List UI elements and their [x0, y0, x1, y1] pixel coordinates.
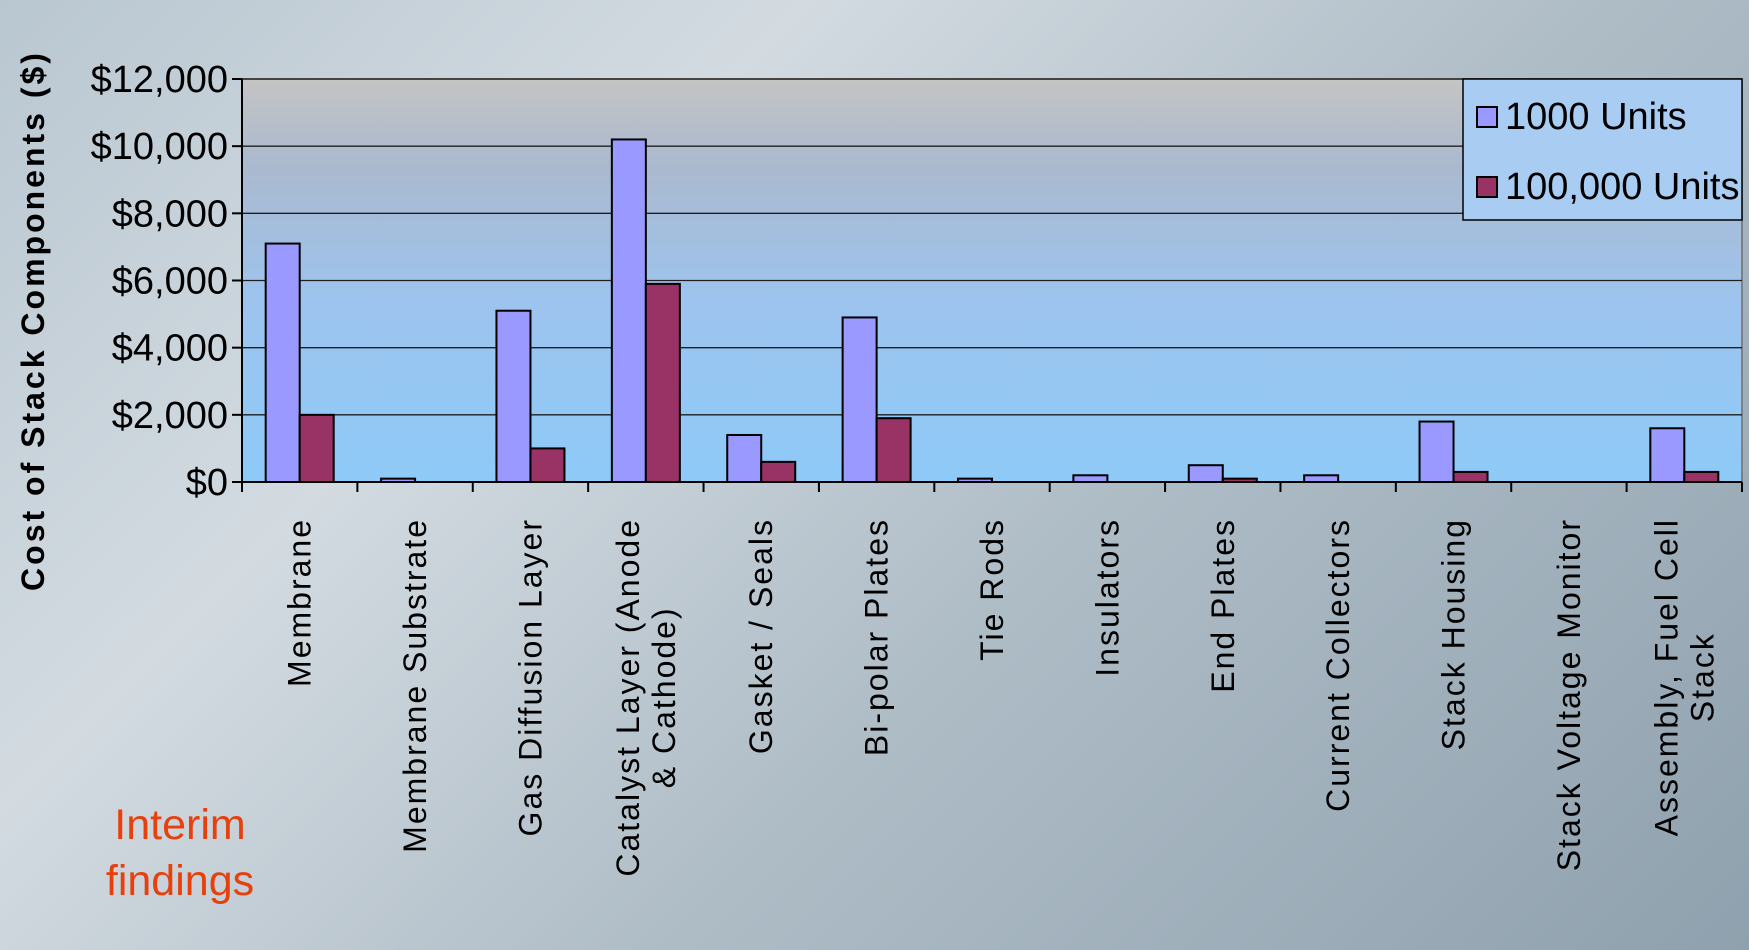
- y-tick-label: $2,000: [112, 395, 228, 437]
- legend-swatch-1000-units: [1476, 106, 1498, 128]
- y-axis-label: Cost of Stack Components ($): [15, 50, 51, 591]
- bar-1000-units-11: [1418, 420, 1455, 483]
- bar-100000-units-6: [875, 417, 912, 484]
- category-label-7: Tie Rods: [974, 518, 1010, 661]
- bar-1000-units-8: [1072, 474, 1109, 483]
- note-line-2: findings: [105, 856, 255, 905]
- y-tick-label: $12,000: [91, 59, 228, 101]
- category-label-line: Gasket / Seals: [743, 518, 779, 754]
- category-label-line: Stack Housing: [1436, 518, 1472, 750]
- category-label-line: Stack Voltage Monitor: [1551, 518, 1587, 871]
- category-label-line: Bi-polar Plates: [859, 518, 895, 756]
- y-tick-label: $6,000: [112, 261, 228, 303]
- category-label-line: Catalyst Layer (Anode: [610, 518, 646, 877]
- bar-100000-units-3: [529, 447, 566, 483]
- category-label-1: Membrane: [282, 518, 318, 687]
- bar-100000-units-13: [1683, 470, 1720, 483]
- bar-1000-units-3: [495, 309, 532, 483]
- bar-1000-units-6: [841, 316, 878, 484]
- y-tick-label: $8,000: [112, 193, 228, 235]
- category-label-line: & Cathode): [646, 606, 682, 788]
- bar-1000-units-13: [1649, 427, 1686, 483]
- category-label-line: Current Collectors: [1320, 518, 1356, 812]
- y-tick-label: $4,000: [112, 328, 228, 370]
- x-axis-categories: Membrane Membrane Substrate Gas Diffusion …: [282, 518, 1721, 877]
- category-label-line: End Plates: [1205, 518, 1241, 693]
- bar-100000-units-11: [1452, 470, 1489, 483]
- category-label-11: Stack Housing: [1436, 518, 1472, 750]
- legend-label-1000-units: 1000 Units: [1505, 96, 1687, 138]
- category-label-line: Membrane Substrate: [397, 518, 433, 853]
- y-tick-label: $10,000: [91, 126, 228, 168]
- legend-box: [1462, 78, 1743, 221]
- bar-1000-units-10: [1303, 474, 1340, 483]
- category-label-line: Tie Rods: [974, 518, 1010, 661]
- bar-1000-units-5: [726, 433, 763, 484]
- bar-100000-units-1: [298, 413, 335, 484]
- category-label-line: Membrane: [282, 518, 318, 687]
- category-label-13: Assembly, Fuel Cell Stack: [1648, 518, 1720, 836]
- y-axis-ticks: $0 $2,000 $4,000 $6,000 $8,000 $10,000 $12,000: [91, 59, 242, 504]
- category-label-line: Stack: [1684, 632, 1720, 722]
- category-label-6: Bi-polar Plates: [859, 518, 895, 756]
- category-label-9: End Plates: [1205, 518, 1241, 693]
- category-label-10: Current Collectors: [1320, 518, 1356, 812]
- category-label-4: Catalyst Layer (Anode & Cathode): [610, 518, 682, 877]
- category-label-12: Stack Voltage Monitor: [1551, 518, 1587, 871]
- note-line-1: Interim: [114, 801, 246, 849]
- category-label-line: Gas Diffusion Layer: [512, 518, 548, 836]
- legend-swatch-100000-units: [1476, 176, 1498, 198]
- legend-label-100000-units: 100,000 Units: [1505, 166, 1740, 208]
- bar-100000-units-4: [644, 282, 681, 483]
- legend: 1000 Units 100,000 Units: [1462, 78, 1743, 221]
- category-label-line: Assembly, Fuel Cell: [1648, 518, 1684, 836]
- category-label-2: Membrane Substrate: [397, 518, 433, 853]
- interim-findings-note: Interim findings: [95, 798, 265, 910]
- y-tick-label: $0: [186, 462, 228, 504]
- category-label-8: Insulators: [1089, 518, 1125, 677]
- bar-1000-units-4: [610, 138, 647, 483]
- category-label-5: Gasket / Seals: [743, 518, 779, 754]
- category-label-line: Insulators: [1089, 518, 1125, 677]
- bar-1000-units-9: [1187, 464, 1224, 484]
- bar-1000-units-1: [264, 242, 301, 483]
- bar-100000-units-5: [760, 460, 797, 484]
- category-label-3: Gas Diffusion Layer: [512, 518, 548, 836]
